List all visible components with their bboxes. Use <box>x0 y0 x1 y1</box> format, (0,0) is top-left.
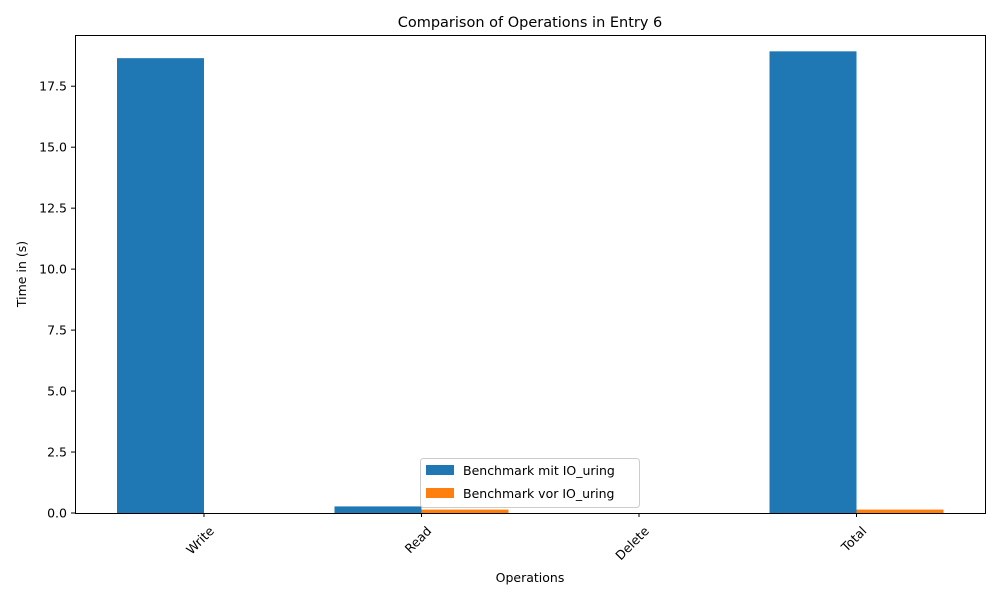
x-tick-label: Write <box>183 523 217 557</box>
y-tick-label: 10.0 <box>39 262 67 277</box>
bars-group <box>117 51 944 514</box>
y-tick-label: 2.5 <box>47 445 67 460</box>
bar-2-total <box>856 509 944 513</box>
y-axis-label: Time in (s) <box>14 241 29 308</box>
bar-2-read <box>421 509 509 513</box>
bar-1-total <box>769 51 857 514</box>
bar-1-write <box>117 58 204 513</box>
legend-label-series-2: Benchmark vor IO_uring <box>463 486 615 501</box>
legend: Benchmark mit IO_uring Benchmark vor IO_… <box>420 458 640 508</box>
legend-label-series-1: Benchmark mit IO_uring <box>463 463 615 478</box>
y-tick-label: 12.5 <box>39 201 67 216</box>
x-axis-label: Operations <box>496 570 565 585</box>
y-axis: 0.0 2.5 5.0 7.5 10.0 12.5 15.0 17.5 <box>39 79 75 521</box>
y-tick-label: 15.0 <box>39 140 67 155</box>
x-tick-label: Total <box>837 523 869 555</box>
x-tick-label: Read <box>402 523 435 556</box>
y-tick-label: 5.0 <box>47 384 67 399</box>
legend-swatch-series-2 <box>426 488 454 498</box>
legend-swatch-series-1 <box>426 465 454 475</box>
y-tick-label: 0.0 <box>47 506 67 521</box>
chart-title: Comparison of Operations in Entry 6 <box>398 15 663 31</box>
y-tick-label: 7.5 <box>47 323 67 338</box>
y-tick-label: 17.5 <box>39 79 67 94</box>
plot-frame <box>75 35 986 514</box>
x-axis: Write Read Delete Total <box>183 513 869 563</box>
bar-1-read <box>334 506 422 513</box>
x-tick-label: Delete <box>612 523 652 563</box>
legend-box <box>420 458 640 508</box>
